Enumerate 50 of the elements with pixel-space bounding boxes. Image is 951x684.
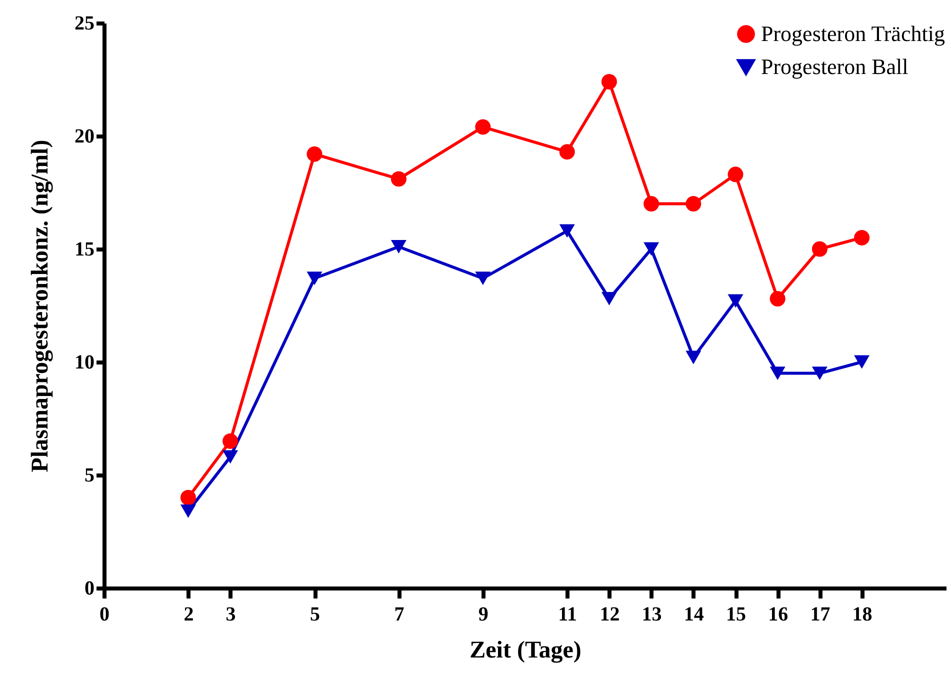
point [770, 366, 786, 380]
point [601, 292, 617, 306]
x-tick-label: 9 [478, 604, 488, 626]
legend-label: Progesteron Ball [761, 54, 908, 79]
point [644, 196, 660, 212]
y-tick-label: 15 [74, 238, 94, 260]
x-tick-label: 16 [768, 604, 788, 626]
point [475, 119, 491, 135]
y-axis-title: Plasmaprogesteronkonz. (ng/ml) [28, 140, 54, 472]
point [222, 433, 238, 449]
point [180, 504, 196, 518]
point [601, 74, 617, 90]
point [306, 146, 322, 162]
point [770, 290, 786, 306]
x-tick-label: 3 [226, 604, 236, 626]
point [559, 144, 575, 160]
point [854, 230, 870, 246]
point [222, 450, 238, 464]
x-tick-label: 14 [684, 604, 704, 626]
x-tick-label: 18 [852, 604, 872, 626]
point [686, 196, 702, 212]
x-tick-label: 11 [558, 604, 578, 626]
x-tick-label: 17 [810, 604, 830, 626]
point [854, 355, 870, 369]
y-tick-label: 20 [74, 126, 94, 148]
point [180, 490, 196, 506]
x-tick-label: 15 [726, 604, 746, 626]
point [390, 171, 406, 187]
x-tick-label: 13 [642, 604, 662, 626]
point [812, 241, 828, 257]
point [686, 350, 702, 364]
point [306, 272, 322, 286]
x-tick-label: 0 [100, 604, 110, 626]
x-axis-title: Zeit (Tage) [470, 638, 582, 664]
point [644, 242, 660, 256]
point [559, 224, 575, 238]
point [728, 294, 744, 308]
point [812, 366, 828, 380]
y-tick-label: 10 [74, 352, 94, 374]
y-tick-label: 25 [74, 12, 94, 34]
y-tick-label: 0 [84, 578, 94, 600]
point [475, 272, 491, 286]
x-tick-label: 12 [600, 604, 620, 626]
y-tick-label: 5 [84, 464, 94, 486]
x-tick-label: 7 [394, 604, 404, 626]
legend-label: Progesteron Trächtig [761, 21, 945, 46]
x-tick-label: 5 [310, 604, 320, 626]
x-tick-label: 2 [184, 604, 194, 626]
point [390, 240, 406, 254]
point [728, 166, 744, 182]
